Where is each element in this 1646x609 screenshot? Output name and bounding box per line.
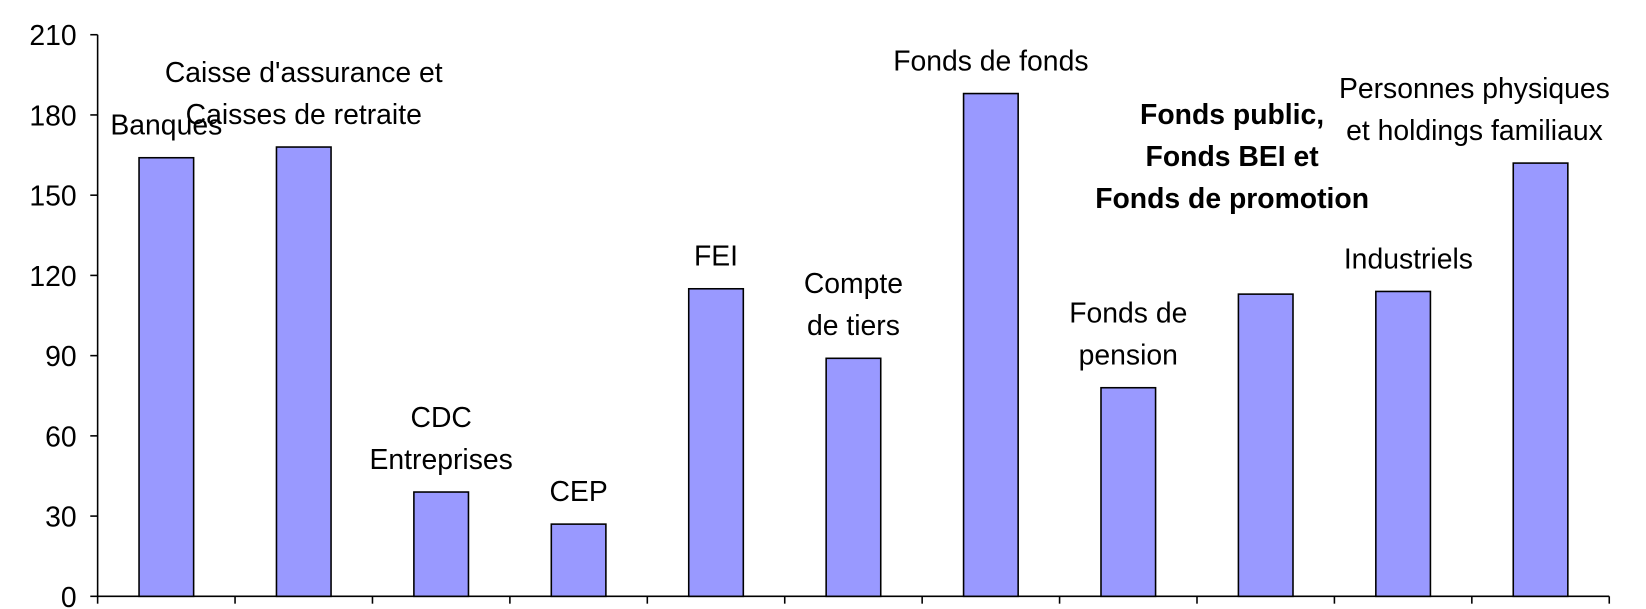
bar <box>687 287 745 598</box>
category-label: Banques <box>110 110 222 142</box>
bar <box>413 491 470 598</box>
category-label: CEP <box>549 476 607 508</box>
y-tick-label: 30 <box>45 502 77 534</box>
y-tick-label: 90 <box>45 341 77 373</box>
bar <box>1512 162 1569 598</box>
y-tick-label: 210 <box>29 20 76 52</box>
category-label: Personnes physiques et holdings familiaux <box>1339 73 1610 147</box>
y-tick-label: 180 <box>29 100 76 132</box>
category-label: Caisse d'assurance et Caisses de retraite <box>165 57 443 131</box>
y-tick-label: 120 <box>29 261 76 293</box>
category-label: Fonds de fonds <box>893 45 1088 77</box>
category-label: Fonds public, Fonds BEI et Fonds de promot… <box>1095 99 1369 215</box>
category-label: FEI <box>694 241 738 273</box>
y-tick-label: 60 <box>45 421 77 453</box>
category-label: Fonds de pension <box>1069 298 1187 372</box>
bar <box>825 357 882 598</box>
bar <box>1237 293 1294 598</box>
category-label: Compte de tiers <box>804 268 903 342</box>
bar <box>1100 386 1157 598</box>
bar <box>550 523 607 598</box>
bar <box>138 156 195 598</box>
bar <box>962 92 1019 598</box>
category-label: CDC Entreprises <box>370 402 513 476</box>
bar <box>1375 290 1432 598</box>
y-tick-label: 0 <box>61 582 77 609</box>
bar <box>275 146 332 598</box>
y-tick-label: 150 <box>29 181 76 213</box>
category-label: Industriels <box>1344 243 1473 275</box>
